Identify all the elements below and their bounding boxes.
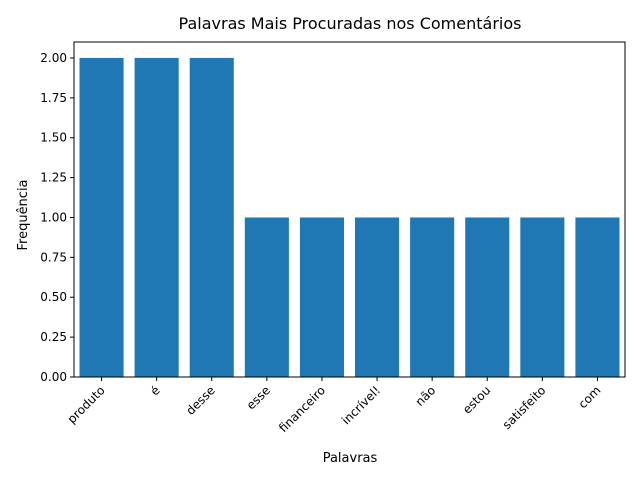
axes-layer xyxy=(73,41,626,378)
bar-8 xyxy=(520,217,565,377)
bar-9 xyxy=(575,217,620,377)
y-tick-label: 1.25 xyxy=(40,171,67,185)
bar-2 xyxy=(189,57,234,377)
y-tick-label: 1.50 xyxy=(40,131,67,145)
bar-7 xyxy=(465,217,510,377)
y-tick-label: 1.00 xyxy=(40,210,67,224)
y-tick-label: 1.75 xyxy=(40,91,67,105)
bar-5 xyxy=(355,217,400,377)
y-tick-label: 0.50 xyxy=(40,290,67,304)
bar-4 xyxy=(299,217,344,377)
y-axis-ticks: 0.00 0.25 0.50 0.75 1.00 1.25 1.50 1.75 2.00 xyxy=(40,51,74,384)
x-axis-label: Palavras xyxy=(323,451,378,466)
y-tick-label: 0.25 xyxy=(40,330,67,344)
bar-1 xyxy=(134,57,179,377)
y-axis-label: Frequência xyxy=(16,179,31,250)
bar-3 xyxy=(244,217,289,377)
bar-0 xyxy=(79,57,124,377)
bars-layer xyxy=(79,57,620,377)
chart-title: Palavras Mais Procuradas nos Comentários xyxy=(179,14,522,33)
y-tick-label: 0.75 xyxy=(40,250,67,264)
bar-6 xyxy=(410,217,455,377)
plot-frame xyxy=(73,41,626,378)
y-tick-label: 0.00 xyxy=(40,370,67,384)
y-tick-label: 2.00 xyxy=(40,51,67,65)
